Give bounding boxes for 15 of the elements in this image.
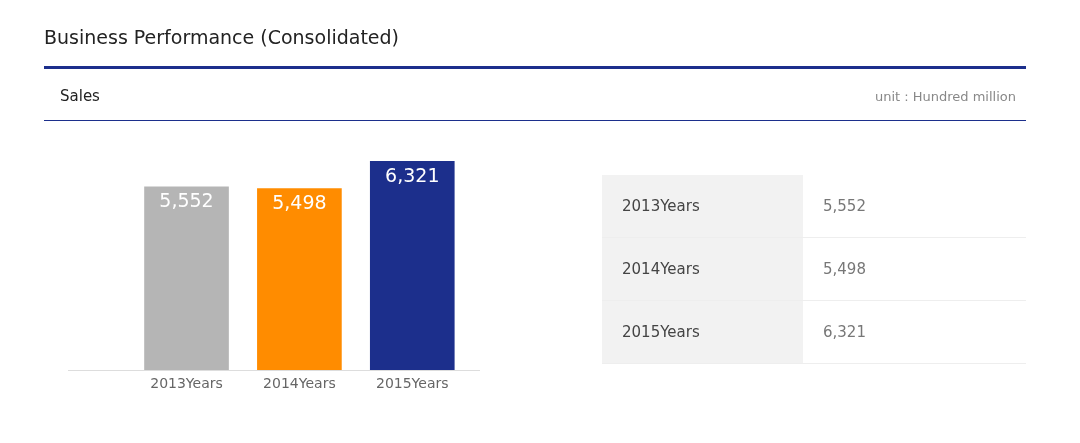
data-label: 5,498 [272,191,327,214]
chart-subtitle: Sales [60,87,100,105]
x-tick-label: 2014Years [263,374,336,391]
category-label: 2013Years [622,197,700,215]
category-label: 2014Years [622,260,700,278]
text: 6,321 [823,323,866,341]
x-tick-label: 2015Years [375,374,449,391]
x-tick-label: 2013Years [150,374,223,391]
data-label: 5,552 [159,189,214,212]
text: unit : Hundred million [874,89,1016,104]
category-label: 2015Years [622,323,700,341]
data-label: 6,321 [385,164,440,186]
text: 5,552 [823,197,866,215]
chart-title: Business Performance (Consolidated) [44,26,400,48]
text: 5,498 [823,260,866,278]
